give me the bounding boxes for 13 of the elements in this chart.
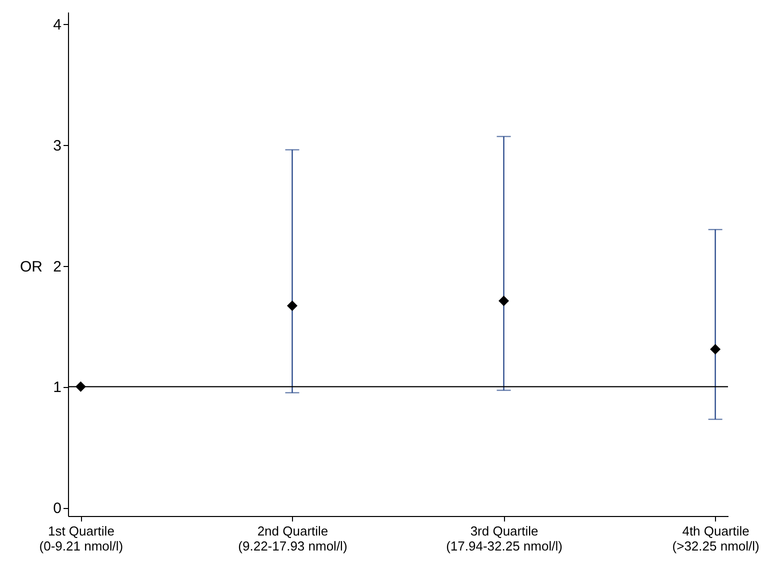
x-tick-label: 2nd Quartile (9.22-17.93 nmol/l) (238, 524, 348, 554)
x-tick-label: 4th Quartile (>32.25 nmol/l) (672, 524, 760, 554)
y-tick-label: 0 (53, 500, 62, 518)
x-tick-label: 1st Quartile (0-9.21 nmol/l) (39, 524, 124, 554)
y-tick-label: 3 (53, 137, 62, 154)
y-tick-label: 2 (53, 258, 62, 276)
x-tick-label: 3rd Quartile (17.94-32.25 nmol/l) (446, 524, 562, 554)
y-tick-label: 4 (53, 16, 62, 34)
point (286, 300, 298, 311)
point (710, 344, 721, 354)
y-axis-title: OR (20, 258, 43, 276)
y-tick-label: 1 (53, 379, 62, 396)
point (498, 296, 510, 306)
